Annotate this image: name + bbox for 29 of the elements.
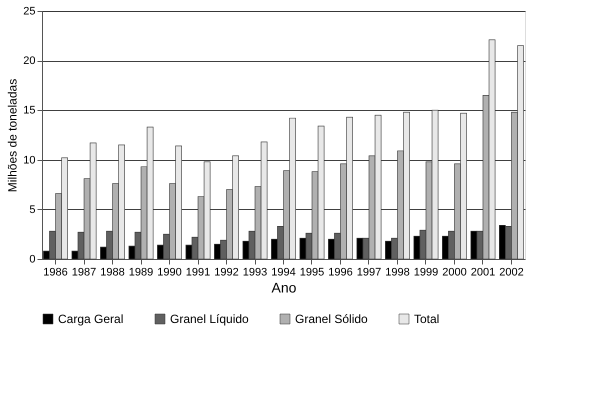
- legend-label: Granel Líquido: [170, 312, 250, 326]
- x-tick-label: 1997: [356, 266, 382, 278]
- y-tick-label: 25: [23, 6, 36, 18]
- x-tick-label: 1988: [100, 266, 125, 278]
- y-tick-label: 5: [29, 204, 36, 216]
- y-axis-title: Milhões de toneladas: [5, 78, 20, 192]
- x-axis-title: Ano: [272, 280, 297, 296]
- legend-label: Granel Sólido: [295, 312, 368, 326]
- x-tick-label: 1994: [271, 266, 296, 278]
- x-tick-label: 1993: [242, 266, 268, 278]
- x-tick-label: 1995: [300, 266, 324, 278]
- y-tick-label: 0: [29, 254, 36, 266]
- x-tick-label: 2002: [499, 266, 524, 278]
- x-tick-label: 1999: [414, 266, 438, 278]
- x-tick-label: 1998: [385, 266, 410, 278]
- x-tick-label: 1996: [328, 266, 353, 278]
- x-tick-label: 1987: [72, 266, 96, 278]
- y-tick-label: 20: [23, 55, 36, 68]
- x-tick-label: 2000: [442, 266, 467, 278]
- legend-label: Carga Geral: [58, 312, 124, 326]
- y-tick-label: 10: [23, 154, 36, 166]
- x-tick-label: 1989: [128, 266, 154, 278]
- x-tick-label: 1986: [43, 266, 68, 278]
- x-tick-label: 1991: [186, 266, 210, 278]
- y-tick-label: 15: [23, 104, 36, 117]
- x-tick-label: 1990: [157, 266, 182, 278]
- x-tick-label: 1992: [214, 266, 239, 278]
- legend-label: Total: [414, 312, 440, 326]
- x-tick-label: 2001: [470, 266, 496, 278]
